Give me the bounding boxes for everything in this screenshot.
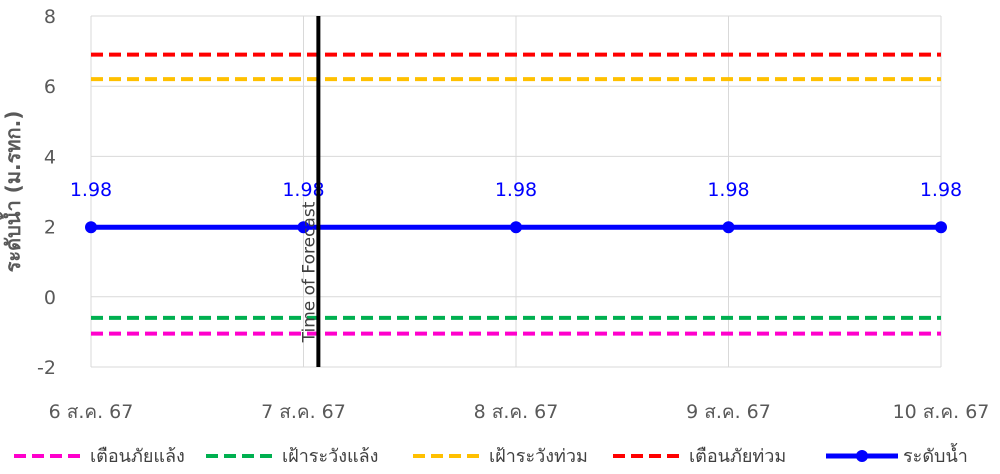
legend-label: เตือนภัยแล้ง (90, 446, 185, 467)
legend-label: เตือนภัยท่วม (689, 446, 786, 467)
legend-label: เฝ้าระวังแล้ง (282, 446, 378, 467)
y-tick-label: -2 (37, 357, 56, 379)
x-tick-label: 8 ส.ค. 67 (474, 401, 559, 423)
water-level-point (297, 221, 310, 234)
y-tick-label: 6 (44, 76, 56, 98)
data-label: 1.98 (707, 179, 749, 201)
data-label: 1.98 (70, 179, 112, 201)
x-tick-label: 10 ส.ค. 67 (893, 401, 990, 423)
y-tick-label: 4 (44, 146, 56, 168)
legend-label: ระดับน้ำ (903, 443, 968, 467)
data-label: 1.98 (920, 179, 962, 201)
y-axis-title: ระดับน้ำ (ม.รทก.) (0, 111, 25, 273)
y-tick-label: 2 (44, 217, 56, 239)
x-tick-label: 6 ส.ค. 67 (49, 401, 134, 423)
water-level-point (722, 221, 735, 234)
y-tick-label: 8 (44, 6, 56, 28)
y-tick-label: 0 (44, 287, 56, 309)
x-tick-label: 7 ส.ค. 67 (261, 401, 346, 423)
data-label: 1.98 (495, 179, 537, 201)
data-label: 1.98 (282, 179, 324, 201)
water-level-point (85, 221, 97, 234)
time-of-forecast-label: Time of Forecast (299, 201, 319, 343)
legend-label: เฝ้าระวังท่วม (489, 446, 588, 467)
x-tick-label: 9 ส.ค. 67 (686, 401, 771, 423)
water-level-point (510, 221, 522, 234)
legend-swatch-marker (856, 450, 868, 462)
water-level-point (935, 221, 947, 234)
